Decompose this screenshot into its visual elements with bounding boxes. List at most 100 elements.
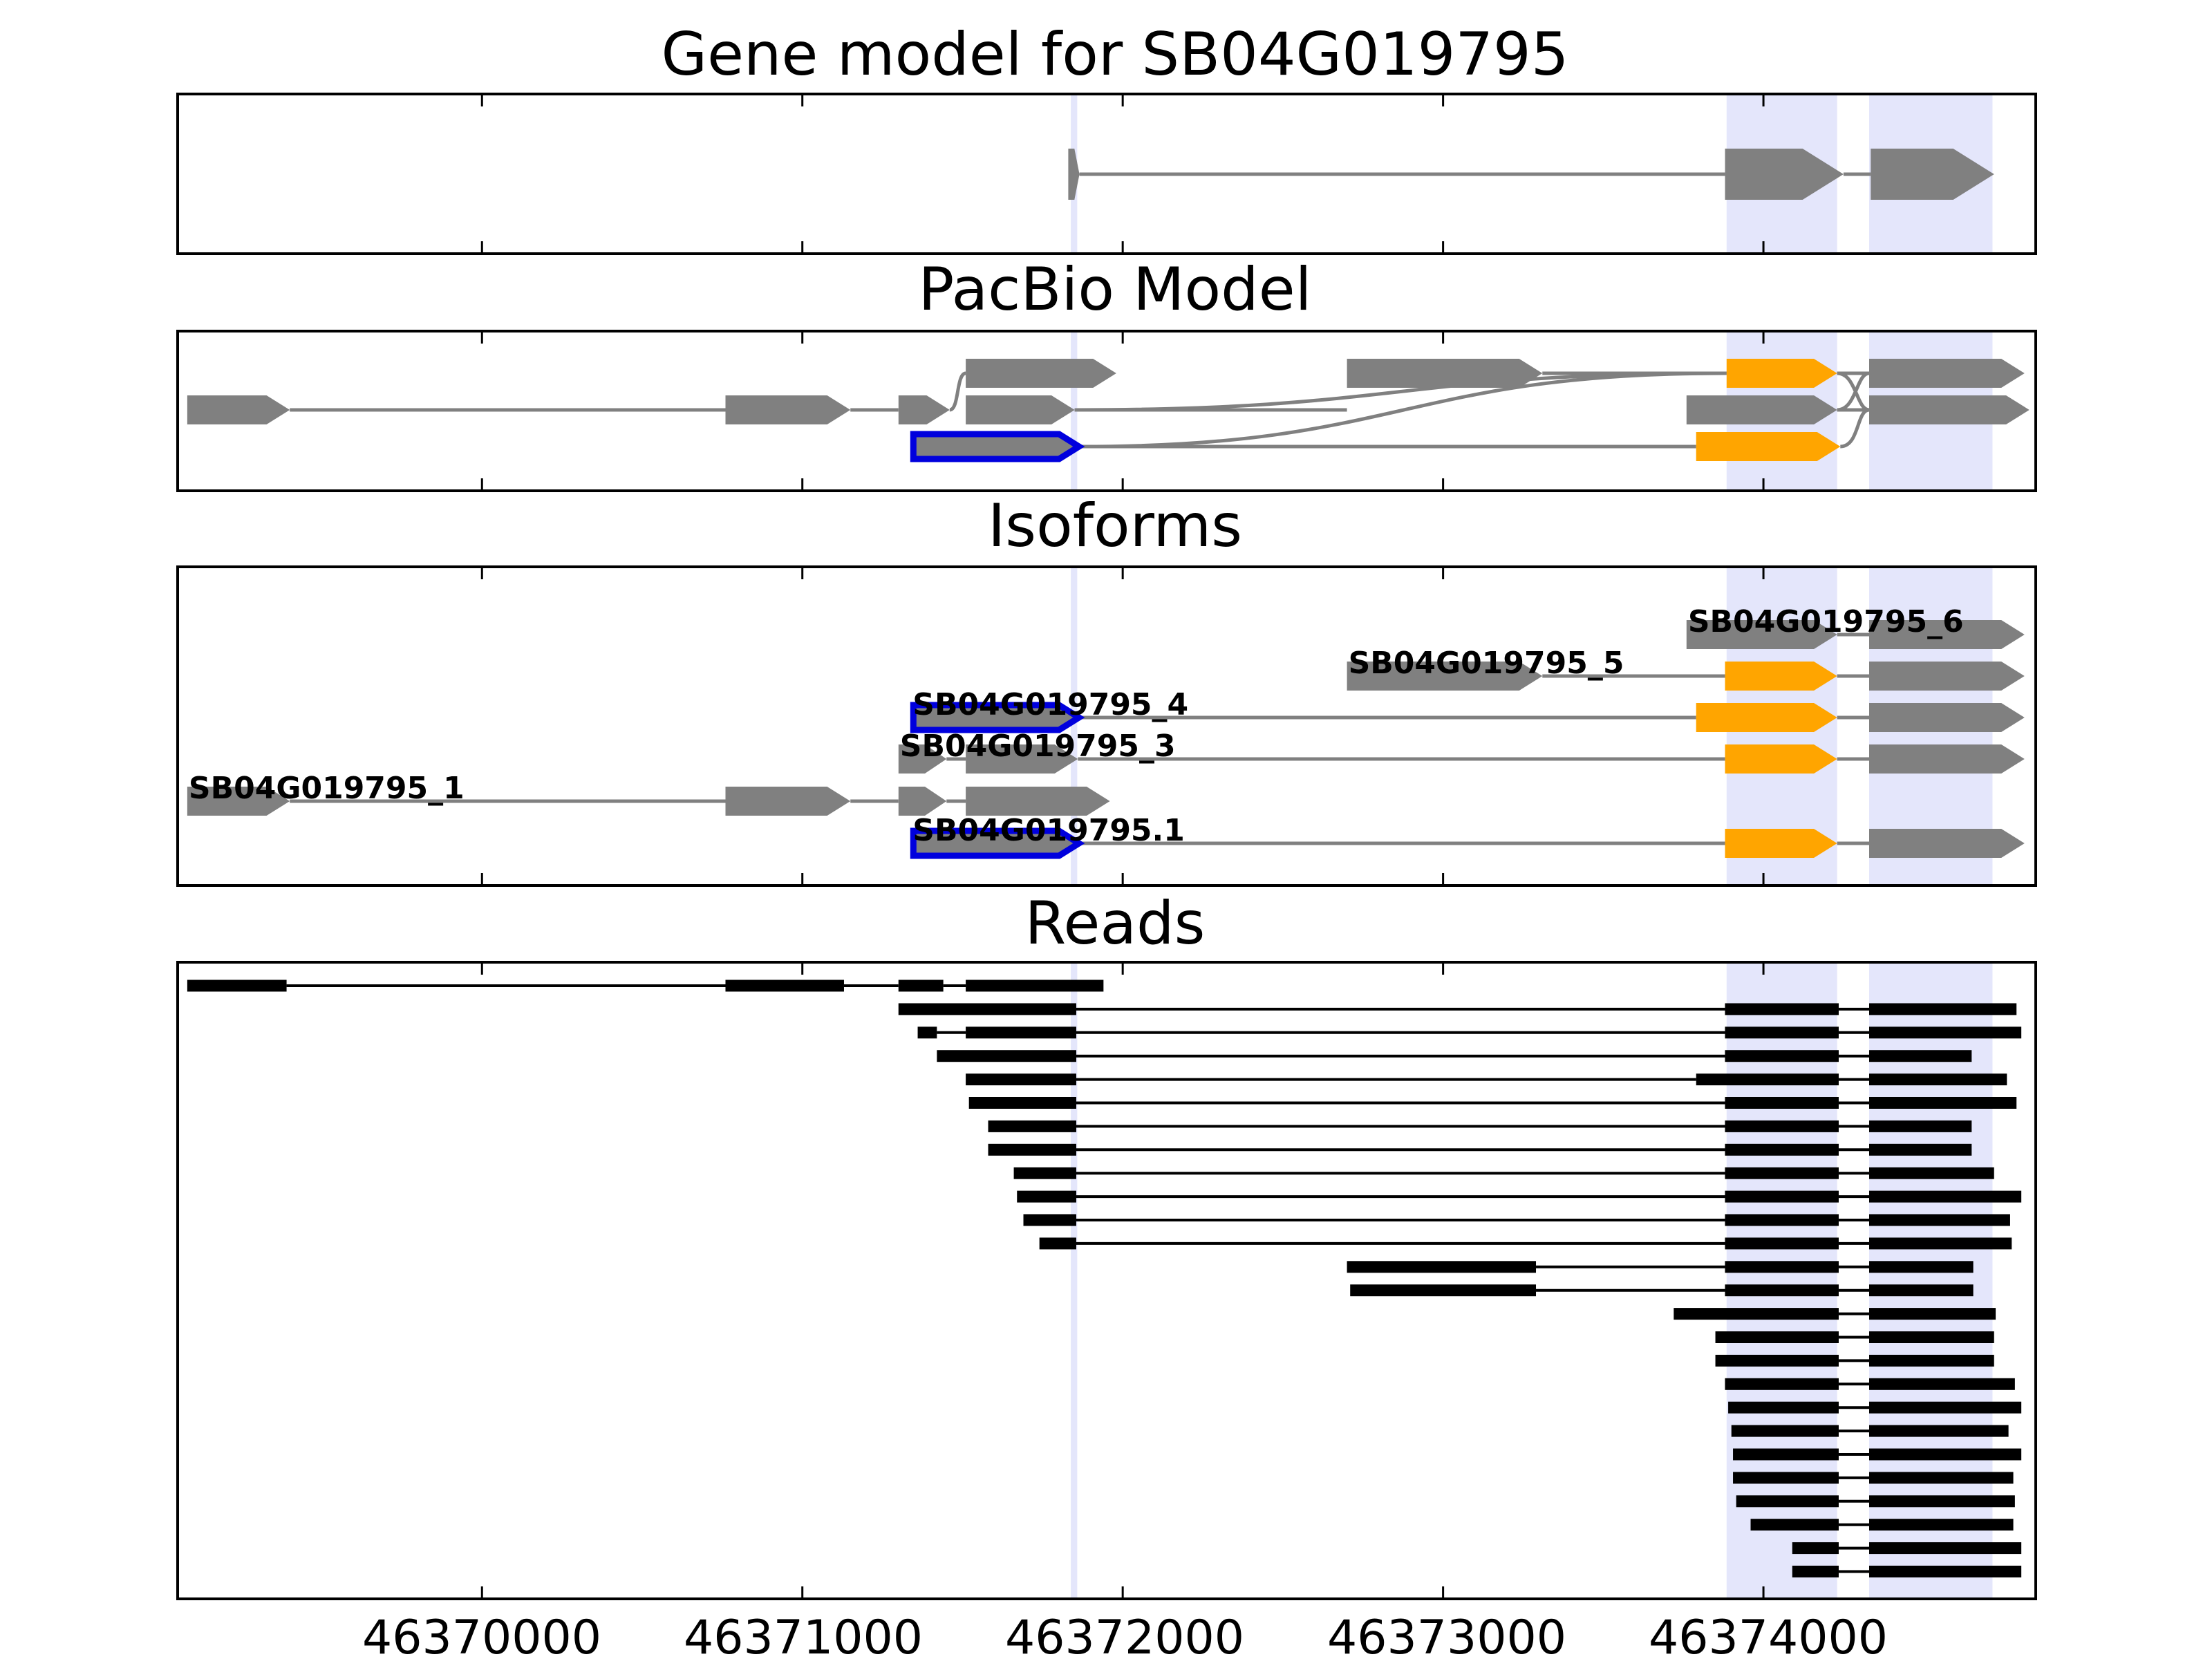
splice-junction bbox=[1080, 371, 1727, 449]
read-block bbox=[1725, 1378, 1839, 1390]
read bbox=[1731, 1425, 2009, 1437]
x-axis: 46370000 46371000 46372000 46373000 4637… bbox=[362, 1611, 1888, 1659]
pacbio-exon bbox=[1686, 395, 1837, 424]
read-block bbox=[1733, 1472, 1839, 1484]
panel-frame bbox=[176, 93, 2037, 255]
read bbox=[1023, 1214, 2010, 1226]
pacbio-exon bbox=[898, 395, 950, 424]
read-block bbox=[1792, 1542, 1839, 1555]
pacbio-exon bbox=[966, 359, 1116, 388]
isoform-track: SB04G019795_6 bbox=[1686, 604, 2025, 649]
read bbox=[1733, 1448, 2022, 1461]
isoform-cds-exon bbox=[1696, 703, 1837, 732]
gene-model-title: Gene model for SB04G019795 bbox=[662, 20, 1569, 89]
read-block bbox=[937, 1050, 1076, 1062]
isoform-exon bbox=[911, 703, 1081, 732]
read bbox=[1792, 1542, 2022, 1555]
read-block bbox=[1869, 1190, 2022, 1203]
read-block bbox=[1869, 1143, 1972, 1156]
read-block bbox=[1674, 1308, 1839, 1320]
isoform-exon bbox=[1686, 620, 1837, 649]
gene-exon bbox=[1871, 149, 1994, 200]
isoform-exon bbox=[911, 829, 1081, 858]
isoform-label: SB04G019795_1 bbox=[189, 771, 465, 806]
read-block bbox=[917, 1027, 937, 1039]
isoform-track: SB04G019795.1 bbox=[910, 813, 2025, 859]
read-block bbox=[1725, 1214, 1839, 1226]
splice-junction bbox=[1074, 371, 1727, 412]
x-tick-label: 46373000 bbox=[1327, 1611, 1566, 1659]
isoform-track: SB04G019795_5 bbox=[1347, 646, 2025, 691]
splice-junction bbox=[949, 371, 966, 412]
read-block bbox=[1869, 1120, 1972, 1132]
shaded-region bbox=[1071, 567, 1078, 885]
isoforms-panel: SB04G019795_6 SB04G019795_5 SB04G019795_4 S… bbox=[176, 565, 2037, 887]
read-block bbox=[1715, 1331, 1839, 1343]
read bbox=[898, 1003, 2017, 1015]
read-block bbox=[1869, 1566, 2022, 1577]
read-block bbox=[1725, 1027, 1839, 1039]
isoform-exon bbox=[966, 744, 1078, 774]
read-block bbox=[1869, 1472, 2014, 1484]
read bbox=[1350, 1284, 1974, 1297]
isoform-exon bbox=[1869, 620, 2025, 649]
isoform-exon bbox=[1869, 744, 2025, 774]
shaded-region bbox=[1071, 962, 1078, 1599]
read-block bbox=[187, 980, 287, 992]
x-tick-label: 46374000 bbox=[1649, 1611, 1888, 1659]
read-block bbox=[1869, 1401, 2022, 1414]
pacbio-exon bbox=[1869, 395, 2030, 424]
isoforms-title: Isoforms bbox=[988, 491, 1242, 561]
read-block bbox=[1869, 1284, 1974, 1297]
read-block bbox=[1725, 1237, 1839, 1250]
read-block bbox=[898, 980, 944, 992]
shaded-region bbox=[1071, 331, 1078, 491]
reads-panel bbox=[176, 961, 2037, 1600]
read bbox=[1715, 1354, 1994, 1367]
read-block bbox=[1731, 1425, 1839, 1437]
read-block bbox=[1869, 1050, 1972, 1062]
isoform-exon bbox=[187, 787, 290, 816]
gene-model-panel bbox=[176, 93, 2037, 255]
read-block bbox=[1725, 1167, 1839, 1179]
read-block bbox=[966, 980, 1104, 992]
isoform-label: SB04G019795.1 bbox=[912, 813, 1185, 848]
isoform-exon bbox=[1869, 829, 2025, 858]
pacbio-cds-exon bbox=[1726, 359, 1837, 388]
isoform-label: SB04G019795_4 bbox=[912, 687, 1188, 722]
x-tick-label: 46372000 bbox=[1005, 1611, 1244, 1659]
read-block bbox=[1725, 1003, 1839, 1015]
read bbox=[1728, 1401, 2022, 1414]
read bbox=[1715, 1331, 1994, 1343]
read-block bbox=[1725, 1097, 1839, 1109]
isoform-track: SB04G019795_1 bbox=[187, 771, 1110, 816]
isoform-exon bbox=[898, 787, 947, 816]
read bbox=[1725, 1378, 2015, 1390]
read-block bbox=[1750, 1519, 1839, 1531]
read-block bbox=[898, 1003, 1076, 1015]
read bbox=[1736, 1495, 2015, 1508]
pacbio-exon bbox=[1347, 359, 1543, 388]
pacbio-exon bbox=[1869, 359, 2025, 388]
panel-frame bbox=[176, 330, 2037, 492]
read bbox=[966, 1074, 2007, 1086]
read-block bbox=[1017, 1190, 1076, 1203]
isoform-exon bbox=[966, 787, 1110, 816]
isoform-exon bbox=[725, 787, 851, 816]
read-block bbox=[1869, 1542, 2022, 1555]
read-block bbox=[1350, 1284, 1537, 1297]
pacbio-cds-exon bbox=[1696, 432, 1841, 461]
read-block bbox=[1013, 1167, 1076, 1179]
read-block bbox=[1736, 1495, 1839, 1508]
read bbox=[988, 1120, 1972, 1132]
read bbox=[968, 1097, 2017, 1109]
isoform-exon bbox=[1869, 662, 2025, 691]
read-block bbox=[1792, 1566, 1839, 1577]
read bbox=[1347, 1261, 1974, 1273]
pacbio-exon bbox=[911, 432, 1081, 461]
read bbox=[1013, 1167, 1994, 1179]
read-block bbox=[1725, 1284, 1839, 1297]
read-block bbox=[968, 1097, 1076, 1109]
read-block bbox=[1725, 1143, 1839, 1156]
isoform-cds-exon bbox=[1725, 662, 1837, 691]
